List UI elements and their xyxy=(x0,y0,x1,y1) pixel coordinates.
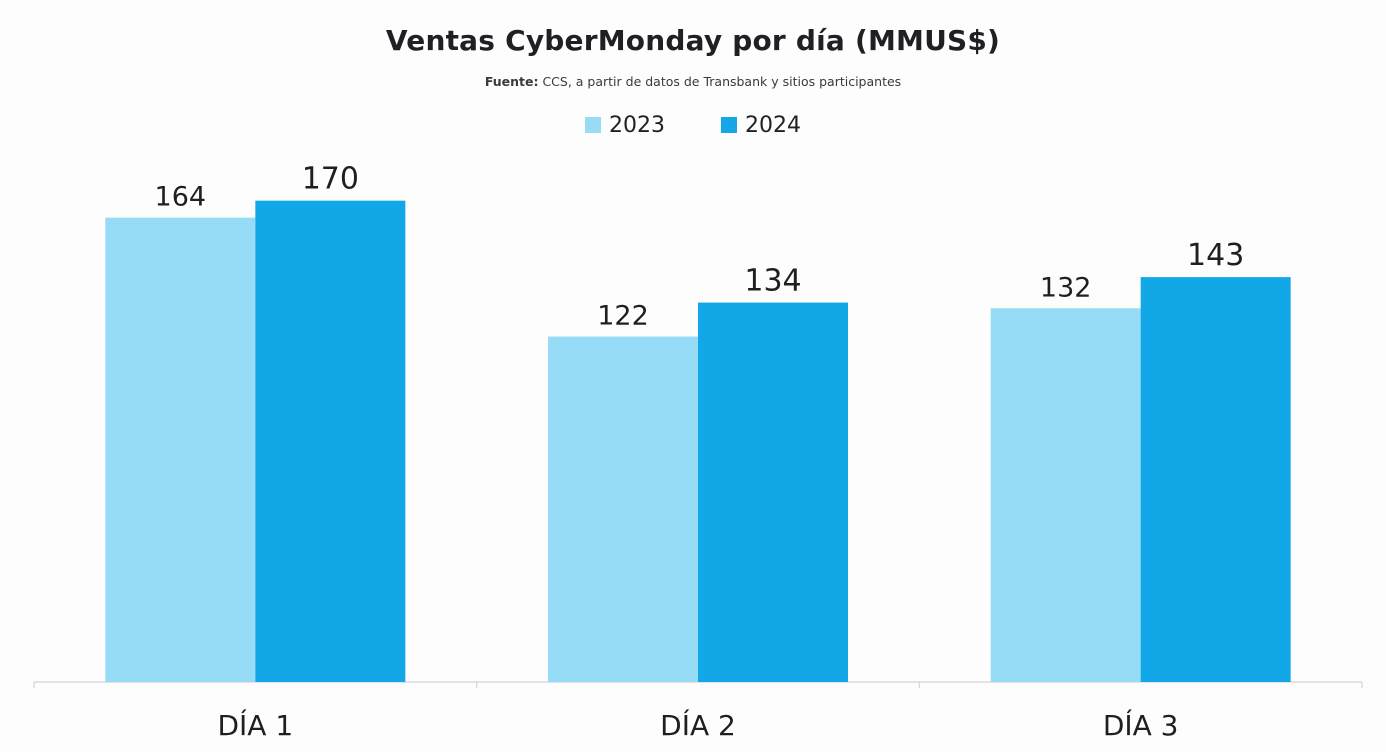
chart-source: Fuente: CCS, a partir de datos de Transb… xyxy=(0,74,1386,89)
bar-2023-1 xyxy=(105,217,256,682)
legend: 2023 2024 xyxy=(0,110,1386,140)
data-label-2024-3: 143 xyxy=(1187,238,1244,273)
legend-swatch-2024 xyxy=(721,117,737,133)
legend-item-2023: 2023 xyxy=(585,113,665,138)
data-label-2024-1: 170 xyxy=(302,162,359,197)
chart-title: Ventas CyberMonday por día (MMUS$) xyxy=(385,24,1001,57)
bar-2024-1 xyxy=(255,200,406,683)
legend-swatch-2023 xyxy=(585,117,601,133)
legend-label-2024: 2024 xyxy=(745,112,801,138)
data-label-2023-2: 122 xyxy=(597,301,649,332)
data-label-2024-2: 134 xyxy=(744,264,801,299)
bar-2024-2 xyxy=(698,302,848,682)
category-label-3: DÍA 3 xyxy=(1103,708,1179,742)
bar-2023-3 xyxy=(990,308,1141,682)
data-label-2023-3: 132 xyxy=(1040,272,1092,303)
category-label-1: DÍA 1 xyxy=(217,708,293,742)
legend-item-2024: 2024 xyxy=(721,113,801,138)
data-label-2023-1: 164 xyxy=(155,182,207,213)
source-text: CCS, a partir de datos de Transbank y si… xyxy=(542,74,902,89)
bar-2023-2 xyxy=(548,336,698,682)
legend-label-2023: 2023 xyxy=(609,112,665,138)
bar-2024-3 xyxy=(1140,277,1291,682)
category-label-2: DÍA 2 xyxy=(660,708,736,742)
source-label: Fuente: xyxy=(484,74,539,89)
